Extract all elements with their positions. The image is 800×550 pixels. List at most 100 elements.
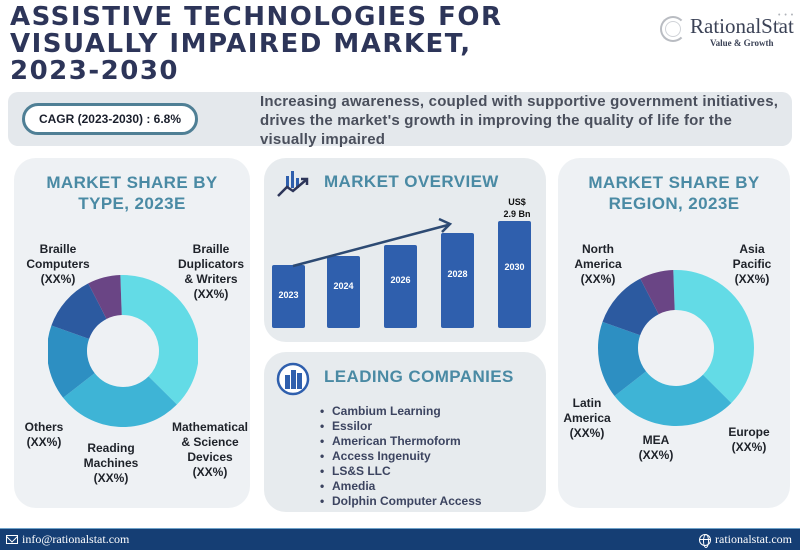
label-line: Europe	[728, 425, 770, 439]
page-title: ASSISTIVE TECHNOLOGIES FOR VISUALLY IMPA…	[10, 4, 570, 85]
logo-dots-icon: • • • ▸	[778, 12, 795, 27]
bar-2024: 2024	[327, 256, 360, 328]
label-line: (XX%)	[192, 465, 228, 479]
list-item: • Dolphin Computer Access	[320, 494, 482, 509]
bar-2028: 2028	[441, 233, 474, 328]
bar-year-label: 2023	[278, 290, 299, 300]
label-line: & Science	[181, 435, 239, 449]
segment-label-mea: MEA (XX%)	[632, 433, 680, 463]
website-link[interactable]: rationalstat.com	[715, 532, 792, 546]
region-title-line-1: MARKET SHARE BY	[588, 173, 760, 192]
segment-label-mathematical-science: Mathematical & Science Devices (XX%)	[170, 420, 250, 480]
segment-label-braille-duplicators: Braille Duplicators & Writers (XX%)	[178, 242, 244, 302]
title-line-2: VISUALLY IMPAIRED MARKET,	[10, 29, 472, 59]
logo-ring-icon	[660, 16, 686, 42]
label-line: Others	[24, 420, 64, 434]
list-item: • Essilor	[320, 419, 482, 434]
label-line: Reading	[87, 441, 135, 455]
label-line: America	[574, 257, 622, 271]
logo-name: RationalStat	[690, 14, 794, 38]
list-item: • Cambium Learning	[320, 404, 482, 419]
segment-label-others: Others (XX%)	[20, 420, 68, 450]
type-title-line-2: TYPE, 2023E	[78, 194, 186, 213]
cagr-description: Increasing awareness, coupled with suppo…	[260, 93, 779, 148]
bar-2026: 2026	[384, 245, 417, 328]
bullet-icon: •	[320, 464, 325, 478]
segment-label-reading-machines: Reading Machines (XX%)	[80, 441, 142, 486]
company-name: Amedia	[332, 479, 376, 493]
label-line: North	[582, 242, 614, 256]
label-line: (XX%)	[40, 272, 76, 286]
label-line: & Writers	[184, 272, 238, 286]
bullet-icon: •	[320, 479, 325, 493]
list-item: • American Thermoform	[320, 434, 482, 449]
label-line: Computers	[26, 257, 90, 271]
cagr-badge: CAGR (2023-2030) : 6.8%	[22, 103, 198, 135]
bullet-icon: •	[320, 494, 325, 508]
type-panel-title: MARKET SHARE BY TYPE, 2023E	[14, 172, 250, 214]
footer-bar: info@rationalstat.com rationalstat.com	[0, 528, 800, 550]
region-donut-chart	[598, 270, 754, 426]
label-line: Asia	[739, 242, 765, 256]
clock-icon	[665, 21, 681, 37]
type-donut-segments	[48, 275, 198, 428]
bar-2023: 2023	[272, 265, 305, 328]
label-line: Braille	[39, 242, 77, 256]
label-line: (XX%)	[734, 272, 770, 286]
company-name: LS&S LLC	[332, 464, 391, 478]
leading-companies-panel: LEADING COMPANIES • Cambium Learning • Ess…	[264, 352, 546, 512]
companies-title: LEADING COMPANIES	[324, 367, 514, 386]
bar-year-label: 2024	[333, 281, 354, 291]
company-name: American Thermoform	[332, 434, 461, 448]
bullet-icon: •	[320, 449, 325, 463]
donut-segment	[640, 270, 675, 315]
envelope-icon	[6, 535, 18, 544]
title-line-1: ASSISTIVE TECHNOLOGIES FOR	[10, 2, 503, 32]
label-line: (XX%)	[26, 435, 62, 449]
donut-segment	[602, 278, 659, 336]
donut-segment	[673, 270, 754, 403]
company-name: Cambium Learning	[332, 404, 441, 418]
list-item: • Access Ingenuity	[320, 449, 482, 464]
buildings-icon	[276, 362, 310, 396]
segment-label-north-america: North America (XX%)	[568, 242, 628, 287]
segment-label-latin-america: Latin America (XX%)	[560, 396, 614, 441]
donut-segment	[48, 325, 95, 398]
list-item: • LS&S LLC	[320, 464, 482, 479]
bullet-icon: •	[320, 434, 325, 448]
label-line: Machines	[83, 456, 139, 470]
label-line: America	[563, 411, 611, 425]
label-line: (XX%)	[93, 471, 129, 485]
companies-list: • Cambium Learning • Essilor • American The…	[320, 404, 482, 509]
value-currency: US$	[508, 197, 526, 207]
type-donut-chart	[48, 275, 198, 428]
bullet-icon: •	[320, 404, 325, 418]
globe-icon	[699, 533, 712, 548]
donut-segment	[88, 275, 122, 319]
growth-chart-icon	[277, 171, 309, 197]
footer-website[interactable]: rationalstat.com	[699, 532, 792, 548]
label-line: Mathematical	[171, 420, 249, 434]
type-title-line-1: MARKET SHARE BY	[46, 173, 218, 192]
label-line: Latin	[572, 396, 602, 410]
label-line: Devices	[187, 450, 233, 464]
logo-tagline: Value & Growth	[710, 38, 774, 48]
label-line: (XX%)	[193, 287, 229, 301]
email-link[interactable]: info@rationalstat.com	[22, 532, 130, 546]
company-name: Access Ingenuity	[332, 449, 431, 463]
market-share-by-type-panel: MARKET SHARE BY TYPE, 2023E Braille Comp…	[14, 158, 250, 508]
overview-title: MARKET OVERVIEW	[324, 172, 499, 191]
bar-year-label: 2028	[447, 269, 468, 279]
market-overview-panel: MARKET OVERVIEW US$ 2.9 Bn 2023 2024 202…	[264, 158, 546, 342]
label-line: Pacific	[732, 257, 772, 271]
segment-label-asia-pacific: Asia Pacific (XX%)	[728, 242, 776, 287]
region-donut-segments	[598, 270, 754, 426]
footer-email[interactable]: info@rationalstat.com	[6, 532, 129, 547]
market-share-by-region-panel: MARKET SHARE BY REGION, 2023E North Amer…	[558, 158, 790, 508]
trend-arrow-icon	[292, 217, 453, 268]
label-line: (XX%)	[731, 440, 767, 454]
label-line: (XX%)	[569, 426, 605, 440]
value-amount: 2.9 Bn	[503, 209, 531, 219]
label-line: MEA	[642, 433, 670, 447]
title-line-3: 2023-2030	[10, 56, 180, 86]
